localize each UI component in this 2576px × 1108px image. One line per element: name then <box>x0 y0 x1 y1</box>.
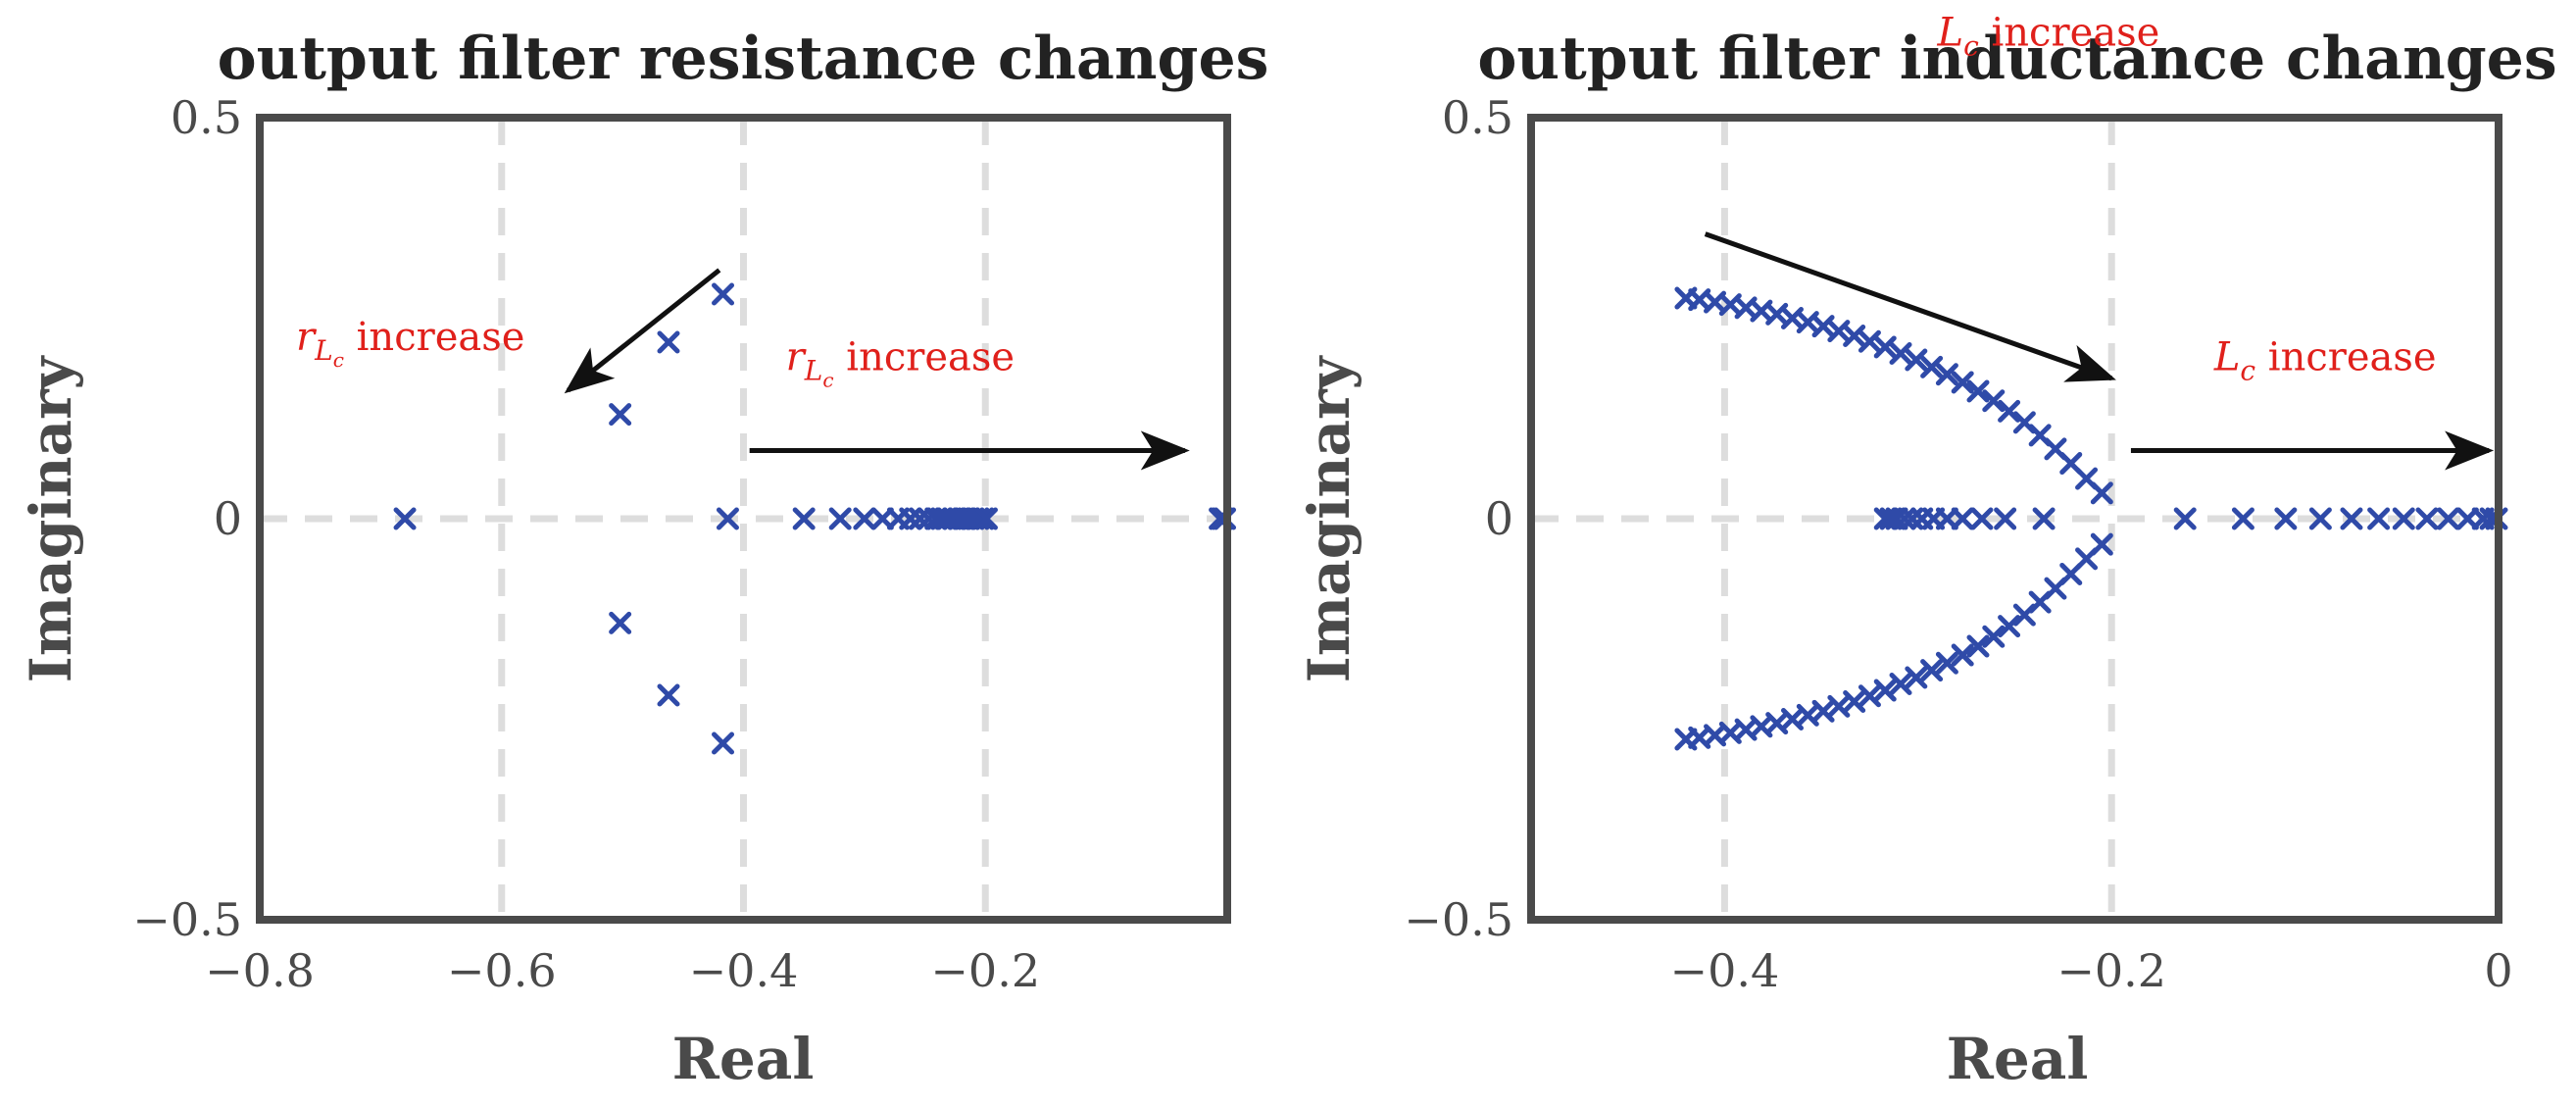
annotation-arrow <box>1704 231 2116 382</box>
chart-title: output filter inductance changes <box>1477 25 2556 93</box>
data-point-marker <box>657 683 680 707</box>
data-point-marker <box>2367 507 2391 530</box>
annotation-arrow <box>564 268 721 394</box>
x-tick-label: −0.2 <box>2056 944 2166 997</box>
y-axis-label: Imaginary <box>1296 354 1362 682</box>
data-point-marker <box>1966 379 1990 403</box>
annotations: rLc increase rLc increase <box>296 268 1190 471</box>
data-point-marker <box>1905 348 1928 372</box>
data-point-marker <box>393 507 417 530</box>
data-point-marker <box>2308 507 2332 530</box>
axes-frame <box>1527 114 2502 924</box>
annotations: Lc increase Lc increase <box>1704 10 2495 471</box>
y-tick-label: −0.5 <box>1404 893 1513 946</box>
y-tick-label: 0.5 <box>1442 91 1513 144</box>
y-axis-label: Imaginary <box>18 354 84 682</box>
data-point-marker <box>2173 507 2197 530</box>
tick-labels: −0.8 −0.6 −0.4 −0.2 −0.5 0 0.5 <box>132 91 1040 997</box>
x-tick-label: −0.6 <box>447 944 557 997</box>
data-point-marker <box>712 282 735 306</box>
data-point-marker <box>2231 507 2254 530</box>
data-point-marker <box>853 507 876 530</box>
x-tick-label: 0 <box>2484 944 2512 997</box>
data-point-marker <box>2090 532 2113 556</box>
data-point-marker <box>1998 399 2021 423</box>
x-tick-label: −0.4 <box>1670 944 1780 997</box>
data-point-marker <box>1951 643 1974 667</box>
data-point-marker <box>657 330 680 354</box>
data-point-marker <box>609 403 632 427</box>
y-tick-label: 0 <box>1485 492 1513 545</box>
data-point-marker <box>1893 507 1916 530</box>
data-point-marker <box>2340 507 2363 530</box>
data-point-marker <box>1982 625 2006 648</box>
data-point-marker <box>609 611 632 634</box>
data-point-marker <box>1998 615 2021 638</box>
data-point-marker <box>1905 666 1928 689</box>
x-axis-label: Real <box>1947 1026 2089 1092</box>
data-point-marker <box>1982 389 2006 413</box>
y-tick-label: 0 <box>214 492 242 545</box>
data-point-marker <box>1994 507 2017 530</box>
annotation-label: Lc increase <box>2213 335 2437 387</box>
data-point-marker <box>1858 684 1881 708</box>
data-point-marker <box>1889 341 1912 365</box>
data-point-marker <box>1873 335 1897 359</box>
y-tick-label: −0.5 <box>132 893 242 946</box>
data-point-marker <box>1966 634 1990 658</box>
data-point-marker <box>974 507 998 530</box>
x-axis-label: Real <box>672 1026 815 1092</box>
y-tick-label: 0.5 <box>171 91 242 144</box>
data-point-marker <box>1889 673 1912 696</box>
data-point-marker <box>792 507 816 530</box>
data-markers <box>1674 286 2508 751</box>
data-point-marker <box>1873 679 1897 702</box>
data-point-marker <box>1920 355 1944 378</box>
data-point-marker <box>971 507 995 530</box>
x-tick-label: −0.8 <box>205 944 315 997</box>
data-point-marker <box>2437 507 2460 530</box>
data-point-marker <box>1843 324 1866 347</box>
data-point-marker <box>2415 507 2439 530</box>
data-point-marker <box>2392 507 2415 530</box>
tick-labels: −0.4 −0.2 0 −0.5 0 0.5 <box>1404 91 2512 997</box>
data-point-marker <box>1935 651 1958 675</box>
data-point-marker <box>828 507 852 530</box>
chart-title: output filter resistance changes <box>218 25 1269 93</box>
data-point-marker <box>1935 363 1958 386</box>
data-point-marker <box>716 507 739 530</box>
data-point-marker <box>870 507 894 530</box>
data-point-marker <box>1885 507 1908 530</box>
data-point-marker <box>712 731 735 755</box>
data-point-marker <box>1951 371 1974 394</box>
data-point-marker <box>2032 507 2056 530</box>
data-point-marker <box>1970 507 1994 530</box>
chart-panel-resistance: output filter resistance changes Real Im… <box>18 25 1268 1092</box>
x-tick-label: −0.2 <box>930 944 1040 997</box>
data-point-marker <box>2455 507 2479 530</box>
data-point-marker <box>2274 507 2298 530</box>
axes-frame <box>256 114 1231 924</box>
annotation-label: rLc increase <box>296 315 524 372</box>
data-point-marker <box>1951 507 1974 530</box>
grid <box>260 118 1227 920</box>
data-point-marker <box>1920 659 1944 682</box>
data-point-marker <box>1843 690 1866 714</box>
annotation-label: Lc increase <box>1937 10 2160 62</box>
grid <box>1531 118 2499 920</box>
x-tick-label: −0.4 <box>689 944 799 997</box>
chart-panel-inductance: output filter inductance changes Real Im… <box>1296 10 2557 1092</box>
data-point-marker <box>1858 329 1881 353</box>
data-point-marker <box>2090 481 2113 505</box>
annotation-label: rLc increase <box>786 335 1015 392</box>
data-point-marker <box>1935 507 1958 530</box>
